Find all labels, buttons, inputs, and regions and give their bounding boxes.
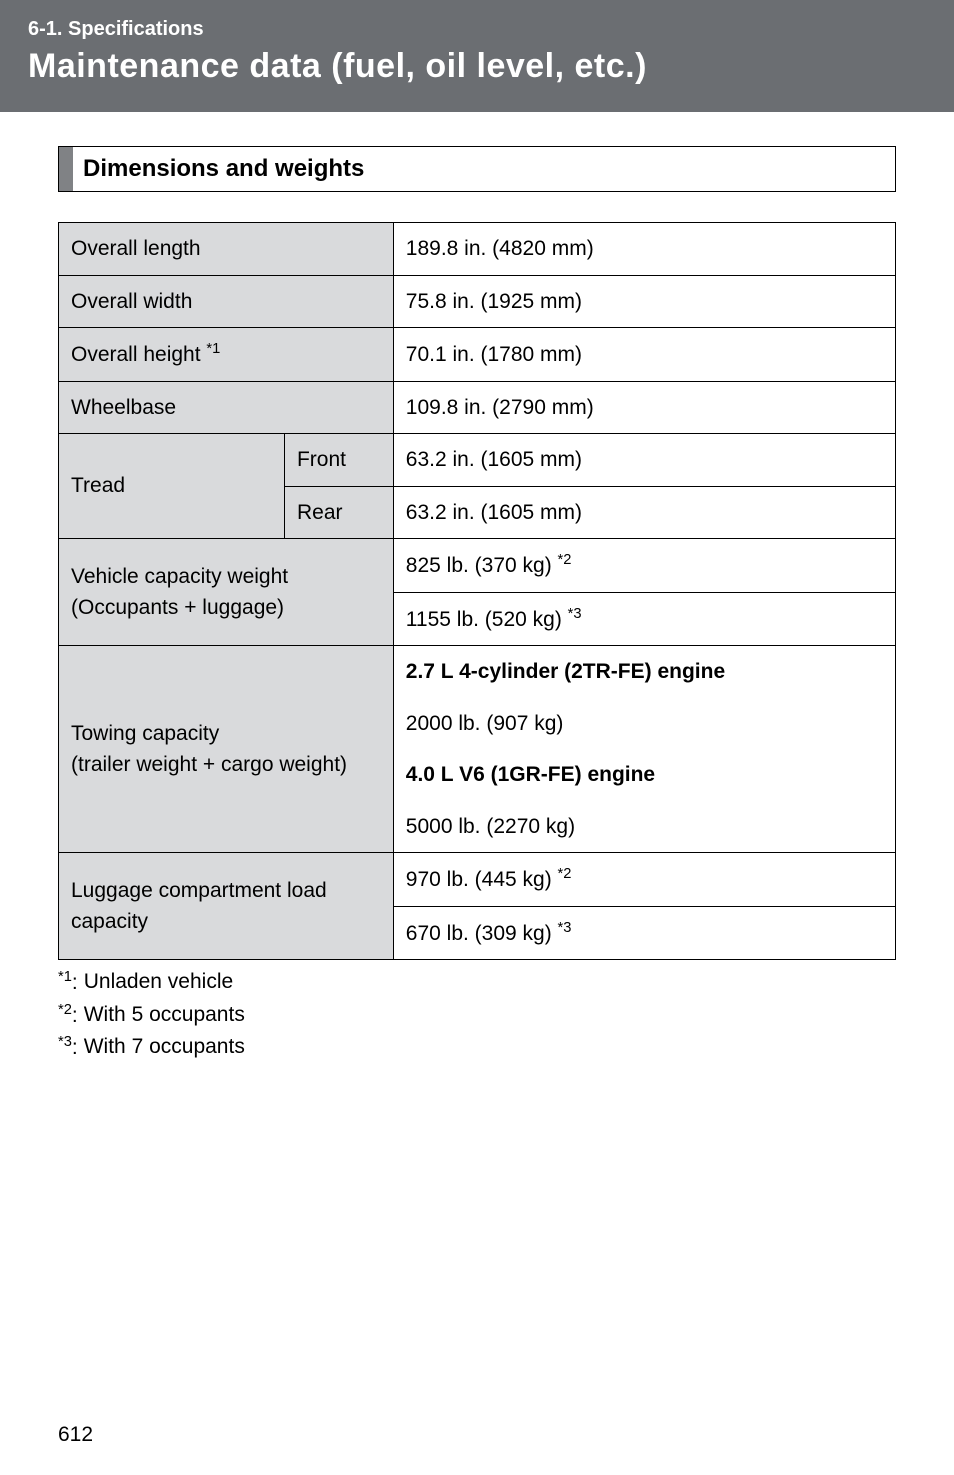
footnote-marker: *2: bbox=[58, 999, 78, 1032]
table-row: Tread Front 63.2 in. (1605 mm) bbox=[59, 434, 896, 487]
table-row: Towing capacity (trailer weight + cargo … bbox=[59, 646, 896, 698]
footnote-marker: *3: bbox=[58, 1031, 78, 1064]
cell-value-overall-length: 189.8 in. (4820 mm) bbox=[393, 223, 895, 276]
section-heading-text: Dimensions and weights bbox=[73, 147, 374, 191]
cell-label-line: (Occupants + luggage) bbox=[71, 596, 284, 619]
page-content: Dimensions and weights Overall length 18… bbox=[0, 112, 954, 1064]
page-number: 612 bbox=[58, 1423, 93, 1447]
cell-value-vehicle-capacity-1: 825 lb. (370 kg) *2 bbox=[393, 539, 895, 593]
cell-value-overall-width: 75.8 in. (1925 mm) bbox=[393, 275, 895, 328]
cell-value-towing-engine-2: 4.0 L V6 (1GR-FE) engine bbox=[393, 749, 895, 801]
cell-value-luggage-1: 970 lb. (445 kg) *2 bbox=[393, 853, 895, 907]
cell-label-overall-width: Overall width bbox=[59, 275, 394, 328]
table-row: Wheelbase 109.8 in. (2790 mm) bbox=[59, 381, 896, 434]
footnote-row: *2: With 5 occupants bbox=[58, 999, 896, 1032]
header-band: 6-1. Specifications Maintenance data (fu… bbox=[0, 0, 954, 112]
table-row: Overall height *1 70.1 in. (1780 mm) bbox=[59, 328, 896, 382]
cell-label-luggage: Luggage compartment load capacity bbox=[59, 853, 394, 960]
cell-value-text: 970 lb. (445 kg) bbox=[406, 868, 558, 891]
table-row: Luggage compartment load capacity 970 lb… bbox=[59, 853, 896, 907]
cell-value-towing-weight-2: 5000 lb. (2270 kg) bbox=[393, 801, 895, 853]
footnote-marker-text: *2 bbox=[58, 1002, 72, 1018]
footnote-ref: *1 bbox=[206, 341, 220, 357]
cell-label-tread-front: Front bbox=[284, 434, 393, 487]
cell-label-text: Overall height bbox=[71, 343, 206, 366]
cell-value-luggage-2: 670 lb. (309 kg) *3 bbox=[393, 906, 895, 960]
footnote-marker-text: *1 bbox=[58, 969, 72, 985]
footnote-row: *3: With 7 occupants bbox=[58, 1031, 896, 1064]
section-heading: Dimensions and weights bbox=[58, 146, 896, 192]
table-row: Overall width 75.8 in. (1925 mm) bbox=[59, 275, 896, 328]
table-row: Overall length 189.8 in. (4820 mm) bbox=[59, 223, 896, 276]
cell-value-towing-engine-1: 2.7 L 4-cylinder (2TR-FE) engine bbox=[393, 646, 895, 698]
cell-label-line: Towing capacity bbox=[71, 722, 219, 745]
footnote-row: *1: Unladen vehicle bbox=[58, 966, 896, 999]
footnote-text: Unladen vehicle bbox=[84, 966, 233, 999]
footnote-sep: : bbox=[72, 1036, 78, 1059]
cell-label-line: Luggage compartment load bbox=[71, 879, 327, 902]
cell-value-towing-weight-1: 2000 lb. (907 kg) bbox=[393, 698, 895, 750]
cell-label-wheelbase: Wheelbase bbox=[59, 381, 394, 434]
header-title: Maintenance data (fuel, oil level, etc.) bbox=[28, 47, 926, 86]
specifications-table: Overall length 189.8 in. (4820 mm) Overa… bbox=[58, 222, 896, 960]
footnote-marker-text: *3 bbox=[58, 1034, 72, 1050]
footnote-sep: : bbox=[72, 1004, 78, 1027]
cell-value-text: 1155 lb. (520 kg) bbox=[406, 608, 568, 631]
footnote-ref: *3 bbox=[558, 920, 572, 936]
footnote-marker: *1: bbox=[58, 966, 78, 999]
cell-value-wheelbase: 109.8 in. (2790 mm) bbox=[393, 381, 895, 434]
footnote-ref: *2 bbox=[558, 552, 572, 568]
cell-value-tread-rear: 63.2 in. (1605 mm) bbox=[393, 486, 895, 539]
cell-value-text: 825 lb. (370 kg) bbox=[406, 554, 558, 577]
cell-value-overall-height: 70.1 in. (1780 mm) bbox=[393, 328, 895, 382]
section-heading-accent bbox=[59, 147, 73, 191]
footnote-ref: *3 bbox=[568, 606, 582, 622]
footnote-sep: : bbox=[72, 971, 78, 994]
footnotes: *1: Unladen vehicle *2: With 5 occupants… bbox=[58, 966, 896, 1064]
cell-value-tread-front: 63.2 in. (1605 mm) bbox=[393, 434, 895, 487]
cell-label-tread: Tread bbox=[59, 434, 285, 539]
table-row: Vehicle capacity weight (Occupants + lug… bbox=[59, 539, 896, 593]
cell-label-overall-length: Overall length bbox=[59, 223, 394, 276]
cell-value-vehicle-capacity-2: 1155 lb. (520 kg) *3 bbox=[393, 592, 895, 646]
cell-label-overall-height: Overall height *1 bbox=[59, 328, 394, 382]
footnote-text: With 7 occupants bbox=[84, 1031, 245, 1064]
header-section-label: 6-1. Specifications bbox=[28, 18, 926, 41]
cell-label-tread-rear: Rear bbox=[284, 486, 393, 539]
cell-label-line: capacity bbox=[71, 910, 148, 933]
cell-label-line: Vehicle capacity weight bbox=[71, 565, 288, 588]
cell-label-line: (trailer weight + cargo weight) bbox=[71, 753, 347, 776]
cell-label-towing: Towing capacity (trailer weight + cargo … bbox=[59, 646, 394, 853]
footnote-text: With 5 occupants bbox=[84, 999, 245, 1032]
cell-value-text: 670 lb. (309 kg) bbox=[406, 922, 558, 945]
footnote-ref: *2 bbox=[558, 866, 572, 882]
cell-label-vehicle-capacity: Vehicle capacity weight (Occupants + lug… bbox=[59, 539, 394, 646]
